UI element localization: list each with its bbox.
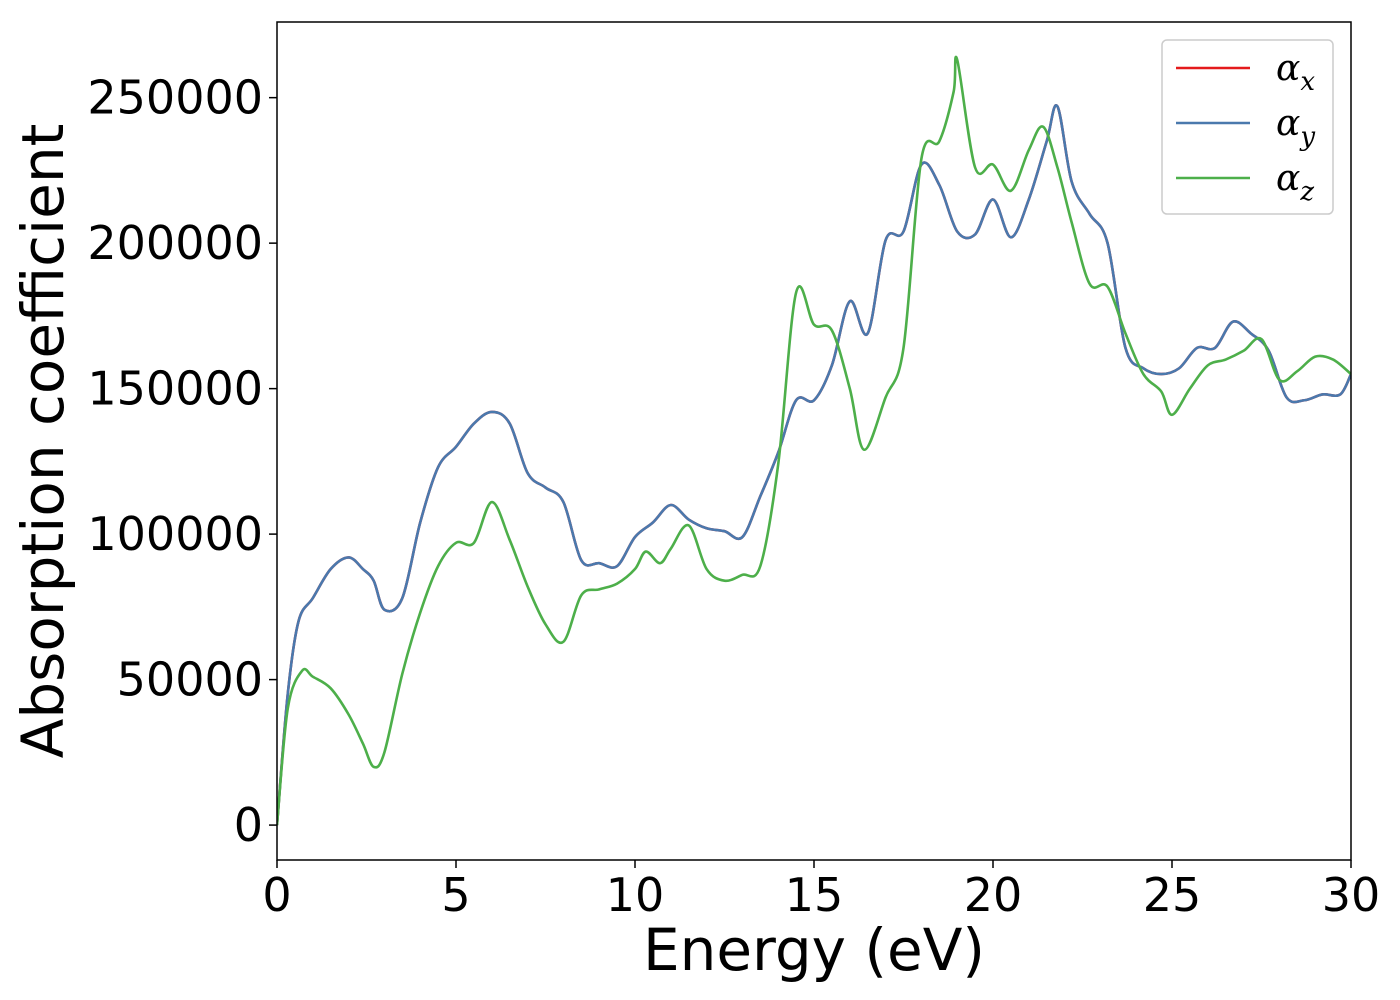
x-axis-ticks: 0 5 10 15 20 25 30 [262,860,1380,922]
y-tick-label: 50000 [117,653,263,707]
x-tick-label: 15 [785,868,844,922]
x-tick-label: 10 [606,868,665,922]
series-line-αy [277,103,1351,826]
y-tick-label: 150000 [87,362,263,416]
legend-entry: αx [1276,48,1315,97]
legend: αx αy αz [1161,39,1334,215]
y-tick-label: 250000 [87,71,263,125]
legend-entry: αy [1276,103,1315,152]
x-tick-label: 30 [1322,868,1381,922]
y-tick-label: 100000 [87,507,263,561]
y-axis-ticks: 0 50000 100000 150000 200000 250000 [87,71,277,852]
x-tick-label: 5 [441,868,470,922]
series-line-αz [277,55,1351,826]
x-tick-label: 25 [1143,868,1202,922]
x-tick-label: 0 [262,868,291,922]
y-tick-label: 200000 [87,216,263,270]
y-tick-label: 0 [234,798,263,852]
y-axis-label: Absorption coefficient [9,124,77,759]
series-layer [277,55,1351,826]
legend-entry: αz [1276,158,1314,207]
x-axis-label: Energy (eV) [643,916,985,984]
x-tick-label: 20 [964,868,1023,922]
legend-box [1161,39,1334,215]
